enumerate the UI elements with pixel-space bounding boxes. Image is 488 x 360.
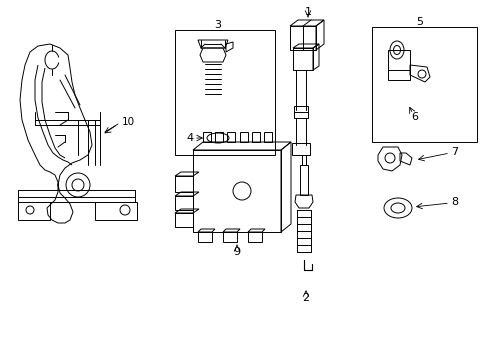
Bar: [223, 232, 237, 242]
Bar: [291, 143, 309, 155]
Bar: [215, 132, 223, 142]
Bar: [175, 176, 193, 192]
Bar: [387, 50, 409, 80]
Bar: [193, 150, 281, 232]
Text: 2: 2: [302, 293, 309, 303]
Bar: [371, 27, 476, 142]
Bar: [95, 202, 137, 220]
Bar: [264, 132, 271, 142]
Text: 9: 9: [233, 247, 240, 257]
Bar: [175, 213, 193, 227]
Bar: [175, 196, 193, 210]
Bar: [289, 26, 315, 50]
Bar: [240, 132, 247, 142]
Text: 6: 6: [411, 112, 418, 122]
Text: 5: 5: [416, 17, 423, 27]
Bar: [198, 232, 212, 242]
Bar: [175, 30, 274, 155]
Text: 1: 1: [304, 7, 311, 17]
Text: 7: 7: [450, 147, 458, 157]
Bar: [299, 165, 307, 195]
Bar: [226, 132, 235, 142]
Bar: [18, 202, 50, 220]
Text: 4: 4: [186, 133, 193, 143]
Text: 3: 3: [214, 20, 221, 30]
Bar: [247, 232, 262, 242]
Bar: [292, 48, 312, 70]
Bar: [251, 132, 260, 142]
Text: 8: 8: [450, 197, 458, 207]
Text: 10: 10: [121, 117, 134, 127]
Bar: [203, 132, 210, 142]
Bar: [293, 106, 307, 118]
